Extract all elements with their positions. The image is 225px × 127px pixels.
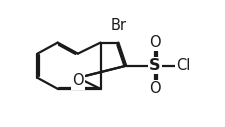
Text: Cl: Cl xyxy=(176,58,190,73)
Text: O: O xyxy=(149,81,161,96)
Text: Br: Br xyxy=(110,18,126,33)
Text: S: S xyxy=(149,58,161,73)
Text: O: O xyxy=(72,73,84,89)
Text: O: O xyxy=(149,35,161,50)
